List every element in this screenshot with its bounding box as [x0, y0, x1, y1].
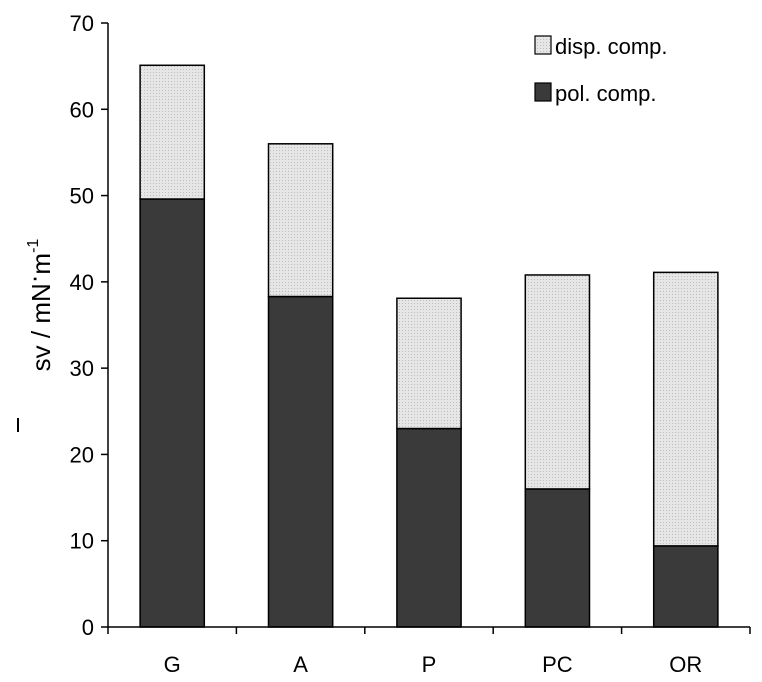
- bar-pol-g: [139, 198, 206, 628]
- bar-disp-p: [396, 297, 462, 430]
- y-tick-label: 60: [70, 97, 94, 122]
- y-tick-label: 40: [70, 270, 94, 295]
- x-tick-label: PC: [542, 652, 573, 677]
- x-tick-label: OR: [669, 652, 702, 677]
- legend-label-pol: pol. comp.: [555, 81, 657, 106]
- bar-pol-p: [396, 427, 462, 628]
- y-tick-label: 30: [70, 356, 94, 381]
- x-tick-label: G: [164, 652, 181, 677]
- legend-swatch-disp: [534, 35, 552, 55]
- bar-disp-g: [139, 64, 206, 200]
- axes-layer: 0 10 20 30 40 50 60 70 G A P PC OR: [70, 11, 751, 677]
- bar-pol-pc: [524, 488, 591, 628]
- bars-layer: [139, 64, 719, 628]
- y-tick-label: 0: [82, 615, 94, 640]
- bar-pol-a: [267, 295, 334, 628]
- bar-disp-or: [652, 271, 719, 547]
- bar-disp-pc: [524, 274, 591, 490]
- y-axis-title-m: m: [26, 253, 56, 275]
- y-tick-label: 70: [70, 11, 94, 36]
- y-axis-title-unit: / mN: [26, 283, 56, 345]
- y-tick-label: 20: [70, 442, 94, 467]
- y-axis-title: sv / mN·m-1: [18, 239, 56, 372]
- bar-disp-a: [267, 143, 334, 298]
- legend: disp. comp. pol. comp.: [534, 34, 668, 106]
- legend-swatch-pol: [534, 82, 552, 102]
- bar-pol-or: [652, 545, 719, 628]
- y-axis-title-dot: ·: [18, 275, 48, 284]
- x-tick-label: P: [422, 652, 437, 677]
- y-axis-title-exponent: -1: [25, 239, 42, 253]
- y-tick-label: 50: [70, 184, 94, 209]
- svg-text:sv / mN·m-1: sv / mN·m-1: [18, 239, 56, 372]
- legend-label-disp: disp. comp.: [555, 34, 668, 59]
- y-tick-label: 10: [70, 529, 94, 554]
- x-tick-label: A: [293, 652, 308, 677]
- y-axis-title-main: sv: [26, 345, 56, 371]
